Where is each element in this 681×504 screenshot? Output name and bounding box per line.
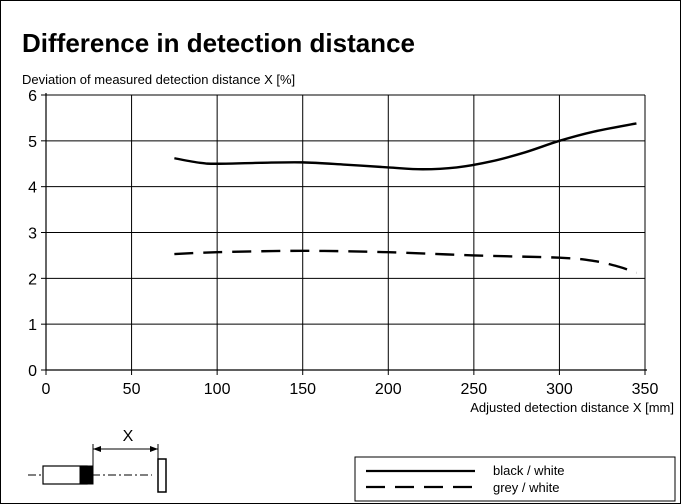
x-axis-label: Adjusted detection distance X [mm] — [470, 400, 674, 415]
dimension-label: X — [123, 428, 134, 445]
y-tick-label: 5 — [28, 134, 37, 151]
legend-box — [354, 456, 676, 502]
y-tick-label: 4 — [28, 180, 37, 197]
legend-label-grey-white: grey / white — [493, 480, 559, 495]
series — [174, 122, 637, 274]
x-tick-label: 150 — [289, 381, 316, 398]
y-tick-label: 1 — [28, 317, 37, 334]
tick-labels: 0 1 2 3 4 5 6 0 50 100 150 200 250 300 350 — [28, 88, 658, 398]
series-line-black-white — [174, 122, 637, 171]
x-tick-label: 200 — [375, 381, 402, 398]
target-object — [157, 458, 167, 493]
sensor-face — [79, 465, 94, 485]
grid — [46, 94, 646, 370]
y-tick-label: 0 — [28, 363, 37, 380]
legend-label-black-white: black / white — [493, 463, 565, 478]
axes — [41, 93, 647, 375]
dimension-arrow-left — [93, 446, 101, 452]
y-axis-label: Deviation of measured detection distance… — [22, 72, 295, 87]
x-tick-label: 250 — [461, 381, 488, 398]
series-line-grey-white — [174, 249, 637, 274]
y-tick-label: 6 — [28, 88, 37, 105]
x-tick-label: 0 — [42, 381, 51, 398]
legend: black / white grey / white — [354, 456, 676, 502]
x-tick-label: 50 — [123, 381, 141, 398]
chart-title: Difference in detection distance — [22, 28, 415, 58]
distance-diagram: X — [28, 428, 167, 493]
x-tick-label: 350 — [632, 381, 659, 398]
x-tick-label: 300 — [546, 381, 573, 398]
x-tick-label: 100 — [204, 381, 231, 398]
dimension-arrow-right — [150, 446, 158, 452]
y-tick-label: 2 — [28, 271, 37, 288]
y-tick-label: 3 — [28, 226, 37, 243]
